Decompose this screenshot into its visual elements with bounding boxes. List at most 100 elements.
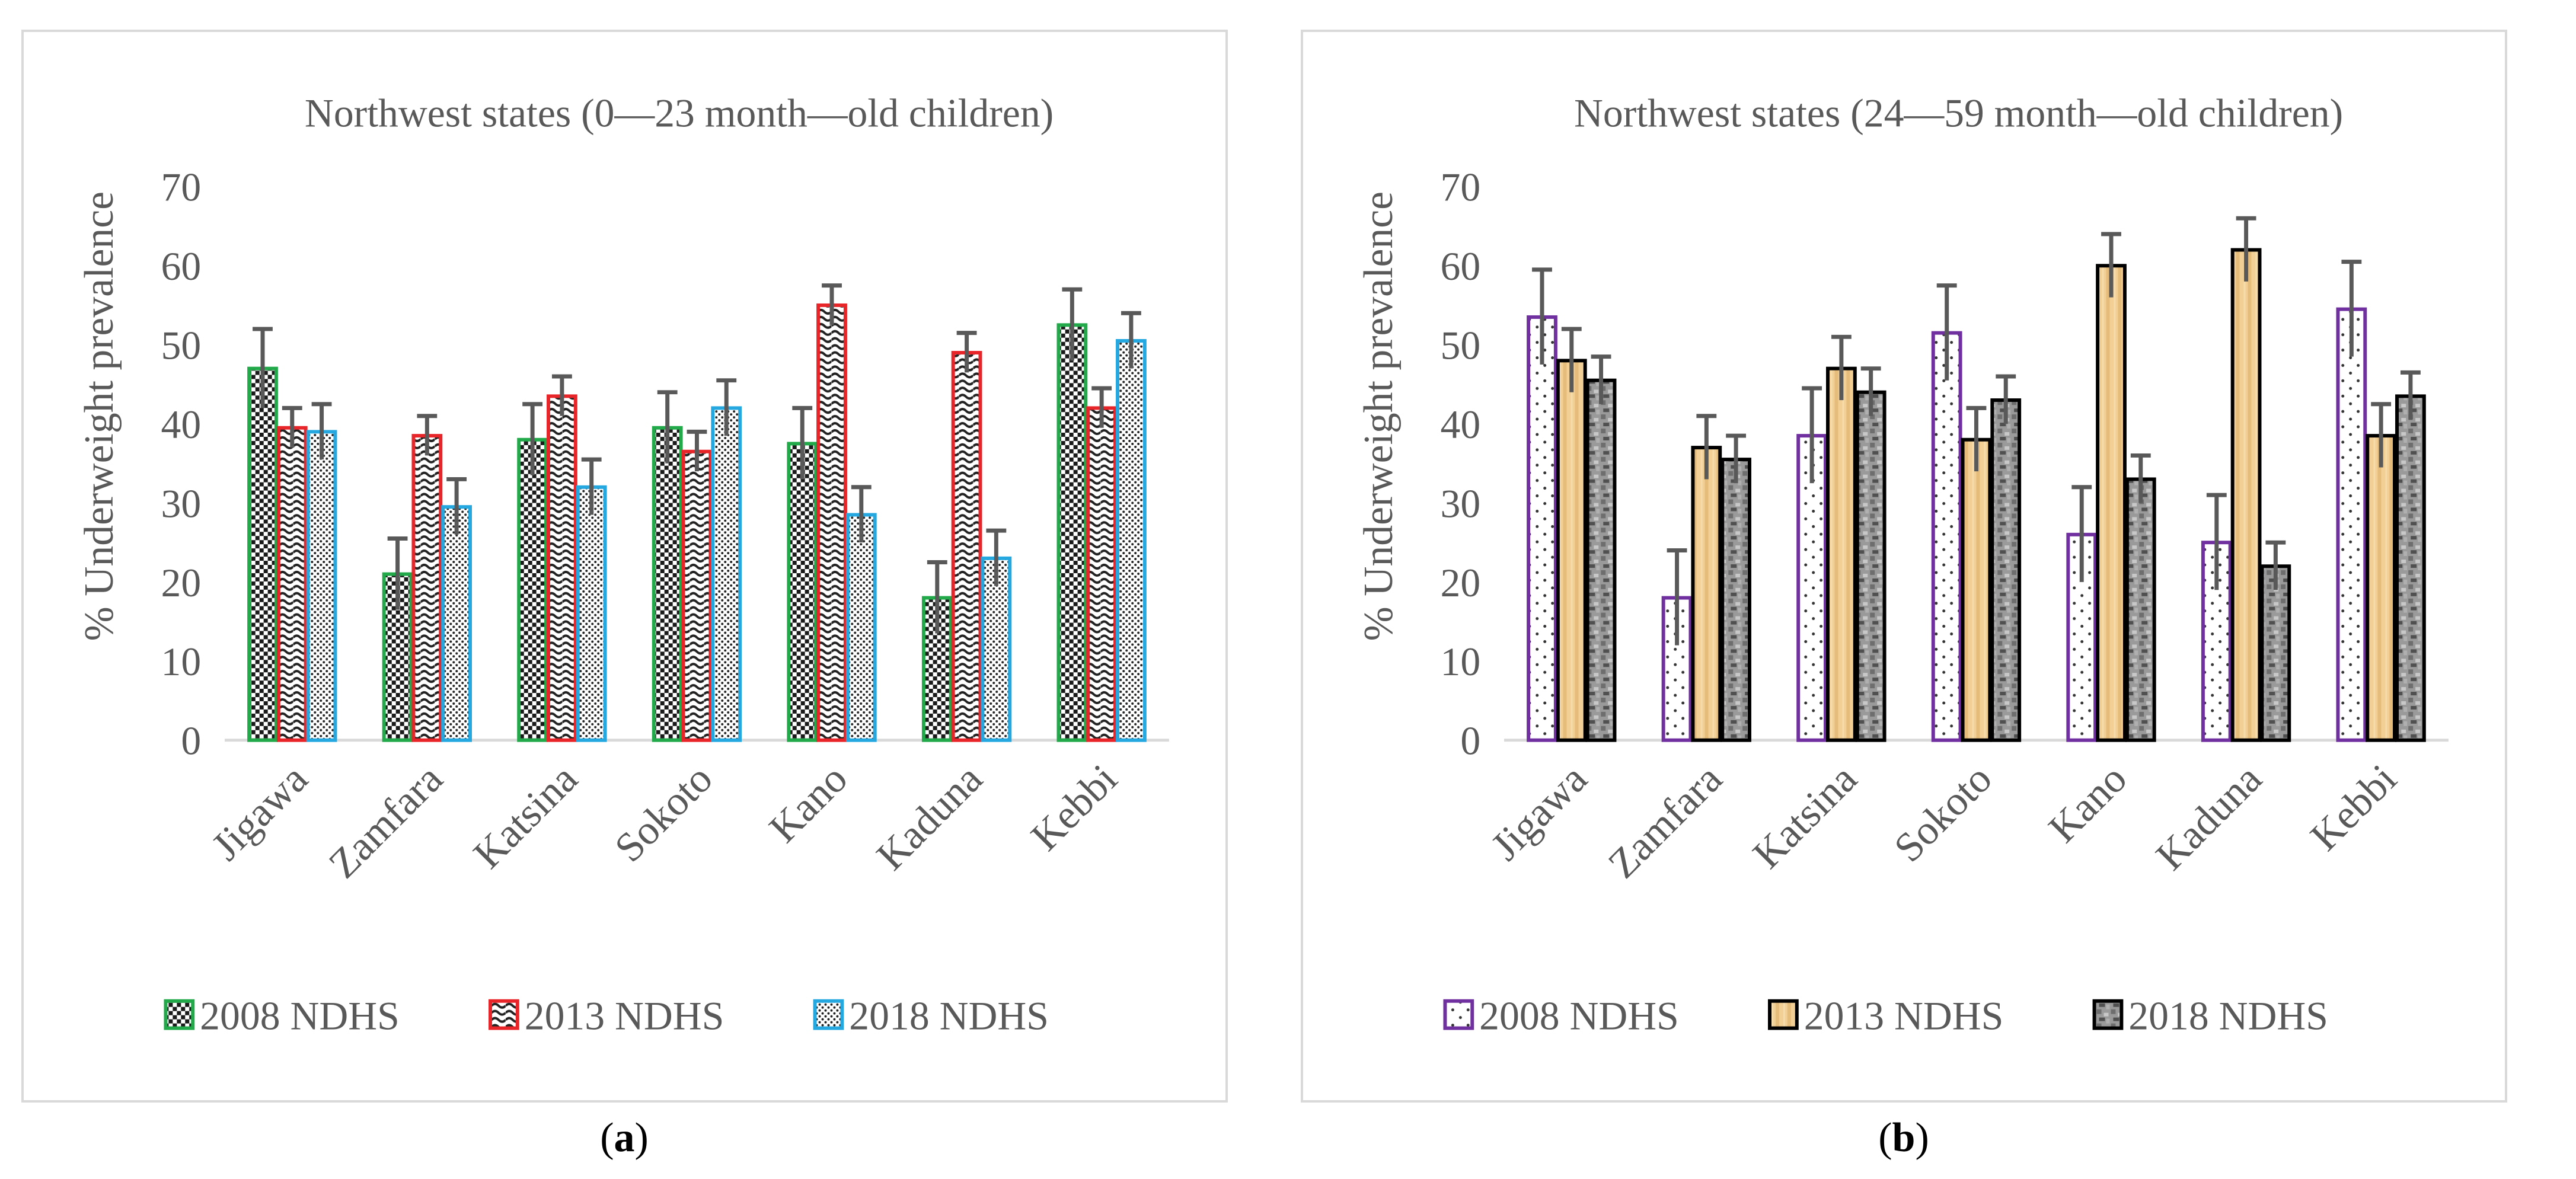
error-bar	[2400, 370, 2421, 420]
y-tick-label: 70	[1440, 165, 1480, 210]
bar-katsina-2013	[547, 394, 577, 742]
y-tick-label: 70	[161, 165, 201, 210]
chart-panel-a: Northwest states (0—23 month—old childre…	[21, 30, 1228, 1103]
bar-kebbi-2018	[2395, 394, 2426, 742]
bar-kaduna-2013	[951, 351, 982, 742]
x-tick-label: Kebbi	[1022, 756, 1126, 860]
x-tick-label: Jigawa	[203, 756, 317, 869]
error-bar	[687, 429, 707, 472]
error-bar	[1062, 287, 1083, 361]
error-bar	[2265, 540, 2286, 590]
error-bar	[1802, 386, 1822, 484]
bar-jigawa-2013	[1556, 359, 1587, 742]
bar-jigawa-2013	[276, 426, 308, 742]
bar-sokoto-2013	[681, 449, 713, 742]
error-bar	[1091, 386, 1112, 428]
x-tick-label: Kano	[2040, 756, 2136, 851]
bar-kano-2013	[2096, 264, 2127, 742]
error-bar	[282, 405, 302, 448]
error-bar	[1591, 354, 1611, 404]
legend-swatch	[489, 999, 519, 1030]
error-bar	[2071, 485, 2092, 582]
x-tick-label: Katsina	[1744, 756, 1866, 877]
error-bar	[446, 477, 467, 535]
bar-kano-2008	[787, 442, 818, 742]
caption-a: (a)	[600, 1115, 649, 1161]
y-tick-label: 20	[161, 561, 201, 605]
error-bar	[2371, 402, 2392, 468]
y-tick-label: 40	[1440, 402, 1480, 447]
x-tick-label: Sokoto	[1886, 756, 2001, 871]
error-bar	[417, 414, 438, 456]
x-tick-label: Sokoto	[607, 756, 722, 871]
legend-label: 2013 NDHS	[525, 994, 724, 1039]
chart-a-svg: Northwest states (0—23 month—old childre…	[76, 91, 1169, 1039]
bar-sokoto-2013	[1961, 437, 1992, 742]
error-bar	[1696, 414, 1717, 480]
y-tick-label: 50	[1440, 324, 1480, 368]
error-bar	[1561, 327, 1582, 392]
bar-zamfara-2013	[411, 434, 443, 742]
bar-zamfara-2013	[1691, 446, 1722, 742]
legend-swatch	[813, 999, 844, 1030]
bar-jigawa-2008	[1527, 315, 1557, 742]
bar-kebbi-2013	[1086, 406, 1118, 742]
y-axis-label: % Underweight prevalence	[76, 191, 122, 641]
bar-kano-2018	[845, 513, 877, 742]
legend-label: 2018 NDHS	[2128, 994, 2328, 1039]
bar-kaduna-2013	[2230, 248, 2262, 742]
x-tick-label: Zamfara	[320, 756, 451, 887]
legend-label: 2018 NDHS	[849, 994, 1049, 1039]
chart-title: Northwest states (0—23 month—old childre…	[305, 91, 1054, 135]
legend-swatch	[164, 999, 195, 1030]
bar-katsina-2018	[1855, 390, 1886, 742]
x-tick-label: Kaduna	[868, 756, 991, 879]
error-bar	[387, 536, 408, 610]
y-tick-label: 10	[161, 640, 201, 684]
bar-zamfara-2018	[441, 505, 473, 742]
legend-swatch	[1768, 999, 1799, 1030]
error-bar	[792, 405, 813, 480]
bar-sokoto-2008	[652, 426, 683, 742]
chart-b-svg: Northwest states (24—59 month—old childr…	[1356, 91, 2449, 1039]
x-tick-label: Kebbi	[2302, 756, 2405, 860]
y-tick-label: 30	[1440, 481, 1480, 526]
error-bar	[1532, 267, 1552, 365]
error-bar	[822, 283, 842, 325]
caption-b: (b)	[1878, 1115, 1929, 1161]
bar-katsina-2013	[1826, 366, 1857, 742]
error-bar	[657, 390, 678, 464]
y-tick-label: 40	[161, 402, 201, 447]
error-bar	[2236, 216, 2256, 282]
bar-jigawa-2018	[306, 430, 337, 742]
y-tick-label: 10	[1440, 640, 1480, 684]
error-bar	[986, 528, 1007, 586]
bar-kebbi-2008	[1056, 323, 1088, 742]
x-tick-label: Zamfara	[1600, 756, 1731, 887]
y-tick-label: 60	[161, 244, 201, 289]
error-bar	[1966, 405, 1987, 472]
error-bar	[1121, 311, 1141, 369]
error-bar	[956, 331, 977, 373]
error-bar	[2341, 260, 2362, 357]
bar-jigawa-2008	[247, 366, 278, 742]
bar-kebbi-2008	[2336, 307, 2367, 742]
bar-kaduna-2018	[2260, 564, 2291, 742]
legend-label: 2008 NDHS	[1479, 994, 1679, 1039]
y-tick-label: 30	[161, 481, 201, 526]
y-tick-label: 50	[161, 324, 201, 368]
y-tick-label: 20	[1440, 561, 1480, 605]
error-bar	[2130, 453, 2151, 503]
error-bar	[1831, 334, 1852, 401]
bar-sokoto-2008	[1931, 331, 1962, 742]
legend-swatch	[1443, 999, 1474, 1030]
bar-kebbi-2013	[2366, 434, 2397, 742]
y-tick-label: 60	[1440, 244, 1480, 289]
y-axis-label: % Underweight prevalence	[1356, 191, 1402, 641]
legend-label: 2008 NDHS	[200, 994, 400, 1039]
y-tick-label: 0	[181, 719, 201, 763]
error-bar	[2206, 493, 2227, 590]
bar-sokoto-2018	[711, 406, 742, 742]
x-tick-label: Katsina	[465, 756, 586, 877]
error-bar	[851, 485, 872, 543]
